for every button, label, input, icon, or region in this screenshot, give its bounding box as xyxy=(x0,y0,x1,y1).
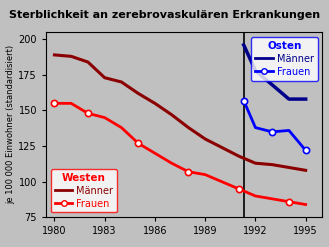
Text: Sterblichkeit an zerebrovaskulären Erkrankungen: Sterblichkeit an zerebrovaskulären Erkra… xyxy=(9,10,320,20)
Y-axis label: je 100 000 Einwohner (standardisiert): je 100 000 Einwohner (standardisiert) xyxy=(7,45,16,204)
Legend: Männer, Frauen: Männer, Frauen xyxy=(51,169,117,212)
